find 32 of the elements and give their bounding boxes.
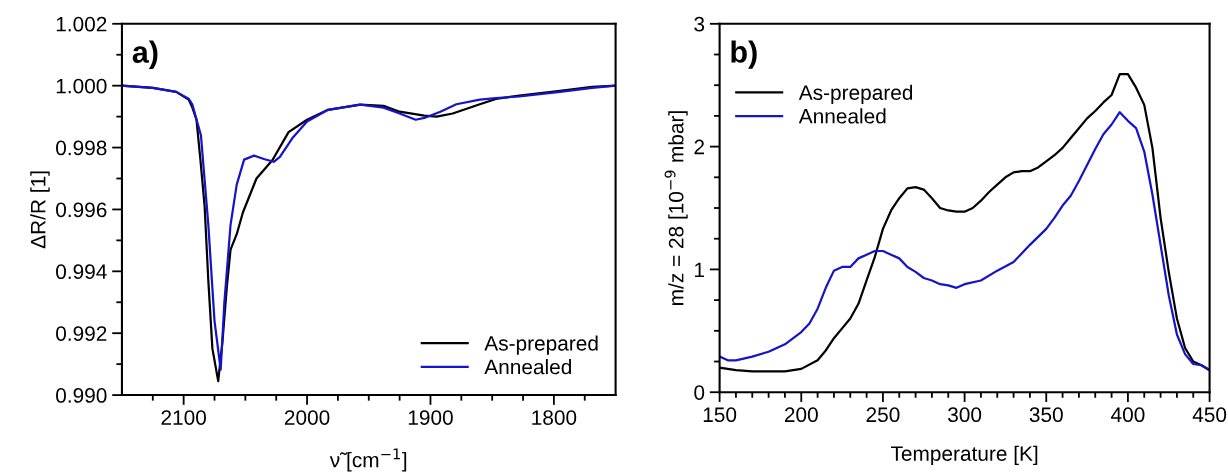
y-tick-label: 0.994 — [56, 264, 107, 280]
annotation: b) — [731, 40, 757, 69]
y-tick-label: 1 — [695, 262, 705, 277]
y-tick-label: 0.996 — [56, 202, 107, 218]
x-tick-label: 200 — [784, 407, 818, 423]
y-tick-label: 0 — [694, 385, 705, 400]
y-tick-label: 0.990 — [56, 388, 107, 403]
y-tick-label: 2 — [694, 139, 704, 155]
legend-label: As-prepared — [798, 84, 913, 105]
y-tick-label: 3 — [694, 16, 705, 32]
x-tick-label: 400 — [1111, 407, 1145, 423]
y-axis-title: m/z = 28 [10$^{−9}$ mbar] — [664, 111, 688, 305]
legend-label: Annealed — [798, 108, 886, 124]
legend-label: Annealed — [484, 358, 571, 375]
y-tick-label: 1.002 — [56, 16, 107, 32]
y-tick-label: 0.992 — [56, 326, 107, 341]
x-tick-label: 250 — [866, 407, 900, 423]
annotation: a) — [132, 40, 158, 69]
x-tick-label: 2100 — [161, 410, 207, 425]
x-tick-label: 1800 — [532, 410, 577, 425]
legend-label: As-prepared — [484, 335, 598, 355]
x-tick-label: 300 — [948, 407, 982, 423]
x-tick-label: 2000 — [284, 410, 330, 425]
x-tick-label: 350 — [1029, 407, 1063, 423]
x-axis-title: Temperature [K] — [890, 445, 1038, 466]
y-tick-label: 1.000 — [56, 78, 107, 94]
x-axis-title: ν̃ [cm$^{−1}$] — [329, 448, 407, 472]
y-axis-title: ΔR/R [1] — [30, 171, 50, 249]
y-tick-label: 0.998 — [56, 140, 107, 156]
x-tick-label: 450 — [1192, 407, 1227, 423]
x-tick-label: 150 — [703, 407, 737, 423]
x-tick-label: 1900 — [408, 410, 453, 425]
